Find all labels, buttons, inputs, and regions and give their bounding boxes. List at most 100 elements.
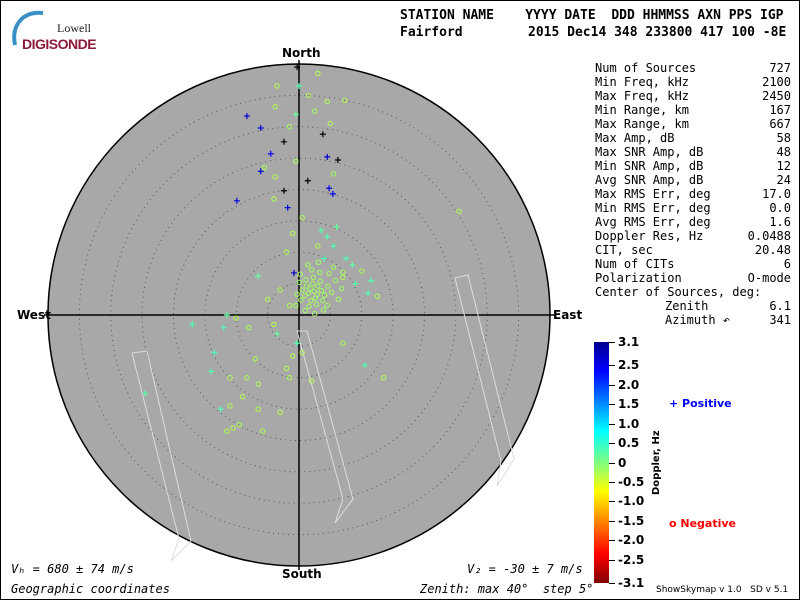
vertical-velocity: V₂ = -30 ± 7 m/s — [467, 562, 583, 576]
stat-row: Azimuth ↶ 341 — [595, 313, 791, 327]
plus-icon: + — [669, 397, 683, 410]
colorbar-tick: 3.1 — [618, 335, 640, 349]
positive-source-point — [368, 277, 375, 284]
colorbar-tick: 2.0 — [618, 377, 640, 392]
digisonde-logo: Lowell DIGISONDE — [9, 9, 99, 52]
stat-value: 2450 — [762, 89, 791, 103]
stat-label: Max Range, km — [595, 117, 689, 131]
colorbar-tick-mark — [609, 404, 615, 406]
zenith-scale: Zenith: max 40° step 5° — [420, 582, 594, 596]
negative-source-point — [227, 375, 233, 381]
positive-source-point — [217, 406, 224, 413]
stat-row: CIT, sec 20.48 — [595, 243, 791, 257]
negative-source-point — [299, 349, 305, 356]
west-label: West — [17, 308, 51, 322]
positive-source-point — [290, 269, 297, 276]
negative-source-point — [303, 277, 309, 283]
negative-source-point — [320, 297, 326, 304]
stat-label: Num of Sources — [595, 61, 697, 75]
negative-source-point — [308, 297, 314, 304]
logo-arc-icon — [12, 10, 44, 46]
negative-source-point — [305, 262, 311, 268]
positive-source-point — [324, 153, 331, 160]
north-label: North — [282, 46, 321, 60]
negative-source-point — [236, 422, 243, 428]
negative-source-point — [290, 230, 296, 237]
negative-source-point — [305, 290, 312, 296]
negative-source-point — [301, 292, 308, 299]
positive-source-point — [334, 157, 341, 164]
doppler-colorbar — [594, 342, 609, 583]
negative-source-point — [224, 428, 230, 434]
stat-label: Avg RMS Err, deg — [595, 215, 711, 229]
negative-source-point — [252, 356, 258, 362]
negative-source-point — [381, 375, 387, 381]
positive-source-point — [292, 111, 299, 118]
negative-source-point — [330, 264, 337, 271]
stat-label: Min Freq, kHz — [595, 75, 689, 89]
beam-outline — [454, 274, 515, 487]
negative-source-point — [261, 164, 268, 171]
positive-source-point — [189, 321, 196, 328]
stat-value: 167 — [769, 103, 791, 117]
stat-label: Avg SNR Amp, dB — [595, 173, 704, 187]
positive-source-point — [317, 227, 324, 234]
stat-label: Num of CITs — [595, 257, 675, 271]
stat-label: Min RMS Err, deg — [595, 201, 711, 215]
positive-source-point — [304, 177, 311, 184]
negative-source-point — [277, 287, 283, 293]
stat-label: Polarization — [595, 271, 682, 285]
positive-source-point — [257, 125, 264, 132]
negative-source-point — [246, 324, 252, 331]
stat-value: 6 — [783, 257, 791, 271]
negative-source-point — [230, 425, 236, 431]
legend-positive: + Positive — [669, 397, 732, 410]
stat-row: Max Freq, kHz 2450 — [595, 89, 791, 103]
coordinate-system: Geographic coordinates — [11, 582, 170, 596]
negative-source-point — [293, 302, 299, 309]
negative-source-point — [277, 409, 283, 415]
stat-row: Max Range, km 667 — [595, 117, 791, 131]
negative-source-point — [299, 215, 305, 221]
stat-value: O-mode — [747, 271, 791, 285]
positive-source-point — [280, 138, 287, 145]
negative-source-point — [456, 208, 462, 215]
stat-row: Avg RMS Err, deg 1.6 — [595, 215, 791, 229]
positive-source-point — [255, 273, 262, 280]
negative-source-point — [255, 406, 261, 412]
positive-source-point — [321, 255, 328, 262]
logo-lowell-text: Lowell — [57, 21, 91, 35]
stat-row: Num of Sources 727 — [595, 61, 791, 75]
negative-source-point — [310, 274, 317, 281]
negative-source-point — [298, 297, 304, 303]
colorbar-tick: -2.5 — [618, 552, 645, 567]
positive-source-point — [243, 113, 250, 120]
negative-source-point — [332, 277, 339, 284]
positive-source-point — [365, 290, 372, 297]
stat-row: Zenith 6.1 — [595, 299, 791, 313]
stat-value: 12 — [776, 159, 791, 173]
negative-source-point — [239, 393, 246, 400]
negative-source-point — [233, 315, 239, 321]
colorbar-tick: 1.0 — [618, 416, 640, 431]
circle-icon: o — [669, 517, 681, 530]
negative-source-point — [327, 120, 334, 127]
positive-source-point — [211, 349, 218, 356]
stat-row: Min Freq, kHz 2100 — [595, 75, 791, 89]
negative-source-point — [330, 171, 337, 177]
stat-value: 6.1 — [769, 299, 791, 313]
positive-source-point — [284, 204, 291, 211]
positive-source-point — [329, 190, 336, 197]
positive-source-point — [352, 280, 359, 287]
positive-source-point — [208, 368, 215, 375]
positive-source-point — [294, 340, 301, 347]
negative-source-point — [338, 285, 345, 292]
negative-source-point — [340, 274, 346, 281]
positive-source-point — [343, 255, 350, 262]
negative-source-point — [272, 103, 278, 110]
negative-source-point — [296, 279, 303, 286]
horizontal-velocity: Vₕ = 680 ± 74 m/s — [11, 562, 134, 576]
colorbar-tick: -2.0 — [618, 533, 645, 548]
positive-source-point — [296, 82, 302, 89]
